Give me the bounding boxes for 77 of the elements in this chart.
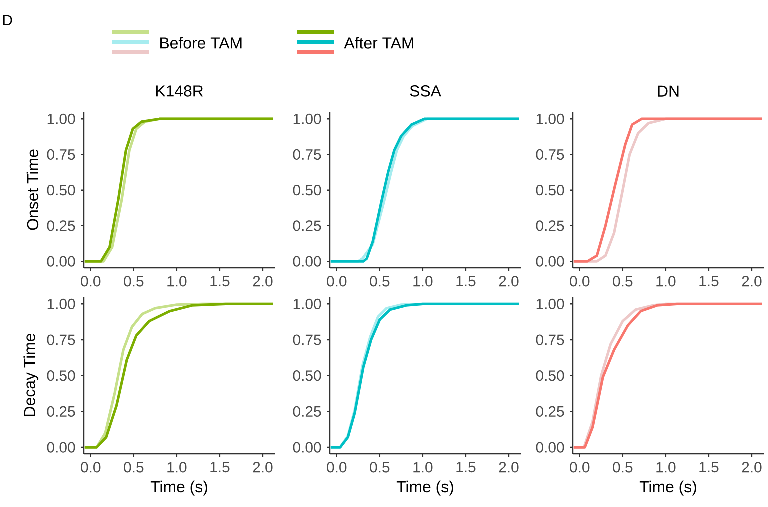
line-series (330, 302, 521, 449)
x-tick-label: 2.0 (499, 462, 519, 473)
x-axis-title: Time (s) (396, 480, 454, 496)
y-tick-label: 1.00 (48, 114, 76, 124)
x-tick-label: 0.5 (370, 462, 390, 473)
x-tick-label: 1.5 (456, 276, 476, 287)
x-tick-label: 1.0 (414, 462, 433, 473)
x-tick-label: 1.5 (456, 462, 476, 473)
x-tick-label: 0.0 (81, 276, 101, 287)
x-tick-label: 0.0 (327, 276, 347, 287)
x-tick-label: 0.5 (613, 462, 633, 473)
x-tick-label: 2.0 (253, 276, 273, 287)
x-tick-label: 1.0 (168, 276, 187, 287)
y-tick-label: 0.75 (293, 334, 322, 346)
y-tick-label: 0.75 (293, 149, 322, 160)
x-tick-label: 0.0 (570, 276, 590, 287)
y-tick-label: 1.00 (294, 298, 322, 310)
x-tick-label: 1.0 (656, 462, 676, 473)
x-axis-title: Time (s) (640, 480, 696, 496)
x-axis-title: Time (s) (150, 480, 208, 496)
y-tick-label: 0.50 (47, 370, 76, 382)
y-tick-label: 0.50 (47, 185, 76, 196)
y-tick-label: 0.25 (47, 406, 76, 417)
line-series (84, 302, 275, 449)
x-tick-label: 2.0 (499, 276, 519, 287)
y-tick-label: 0.00 (293, 442, 322, 453)
y-tick-label: 0.00 (536, 442, 564, 453)
y-tick-label: 0.75 (536, 334, 564, 346)
y-tick-label: 1.00 (48, 298, 76, 310)
x-tick-label: 1.5 (210, 462, 230, 473)
x-tick-label: 1.0 (656, 276, 676, 287)
x-tick-label: 0.0 (327, 462, 347, 473)
x-tick-label: 0.0 (81, 462, 101, 473)
y-tick-label: 0.25 (293, 406, 322, 417)
y-tick-label: 0.50 (293, 185, 322, 196)
x-tick-label: 0.5 (124, 462, 144, 473)
y-tick-label: 0.25 (293, 220, 322, 232)
y-tick-label: 0.00 (47, 256, 76, 267)
y-tick-label: 0.50 (536, 370, 564, 382)
x-tick-label: 2.0 (742, 276, 762, 287)
y-tick-label: 0.00 (536, 256, 564, 267)
text: D (3, 15, 12, 26)
y-tick-label: 0.50 (536, 185, 564, 196)
y-tick-label: 0.25 (536, 406, 564, 417)
y-tick-label: 0.00 (293, 256, 322, 267)
y-tick-label: 0.25 (47, 220, 76, 232)
y-tick-label: 1.00 (294, 114, 322, 124)
line-series (572, 118, 764, 263)
y-tick-label: 0.50 (293, 370, 322, 382)
y-tick-label: 0.75 (47, 334, 76, 346)
x-tick-label: 0.0 (570, 462, 590, 473)
chart-title: K148R (156, 86, 204, 97)
y-tick-label: 1.00 (536, 298, 564, 310)
legend-label: Before TAM (160, 37, 242, 49)
x-tick-label: 2.0 (253, 462, 273, 473)
y-tick-label: 0.75 (47, 149, 76, 160)
x-tick-label: 2.0 (742, 462, 762, 473)
y-tick-label: 0.25 (536, 220, 564, 232)
x-tick-label: 0.5 (370, 276, 390, 287)
x-tick-label: 0.5 (124, 276, 144, 287)
x-tick-label: 1.0 (414, 276, 433, 287)
chart-title: SSA (410, 86, 442, 97)
legend-label: After TAM (344, 37, 414, 49)
x-tick-label: 1.5 (210, 276, 230, 287)
x-tick-label: 1.5 (700, 276, 719, 287)
y-axis-title: Decay Time (24, 334, 39, 416)
line-series (84, 118, 275, 263)
line-series (330, 118, 521, 263)
chart-title: DN (658, 86, 679, 97)
y-tick-label: 1.00 (536, 114, 564, 124)
x-tick-label: 0.5 (613, 276, 633, 287)
x-tick-label: 1.5 (700, 462, 719, 473)
y-axis-title: Onset Time (26, 150, 39, 230)
y-tick-label: 0.75 (536, 149, 564, 160)
y-tick-label: 0.00 (47, 442, 76, 453)
line-series (572, 302, 764, 449)
x-tick-label: 1.0 (168, 462, 187, 473)
